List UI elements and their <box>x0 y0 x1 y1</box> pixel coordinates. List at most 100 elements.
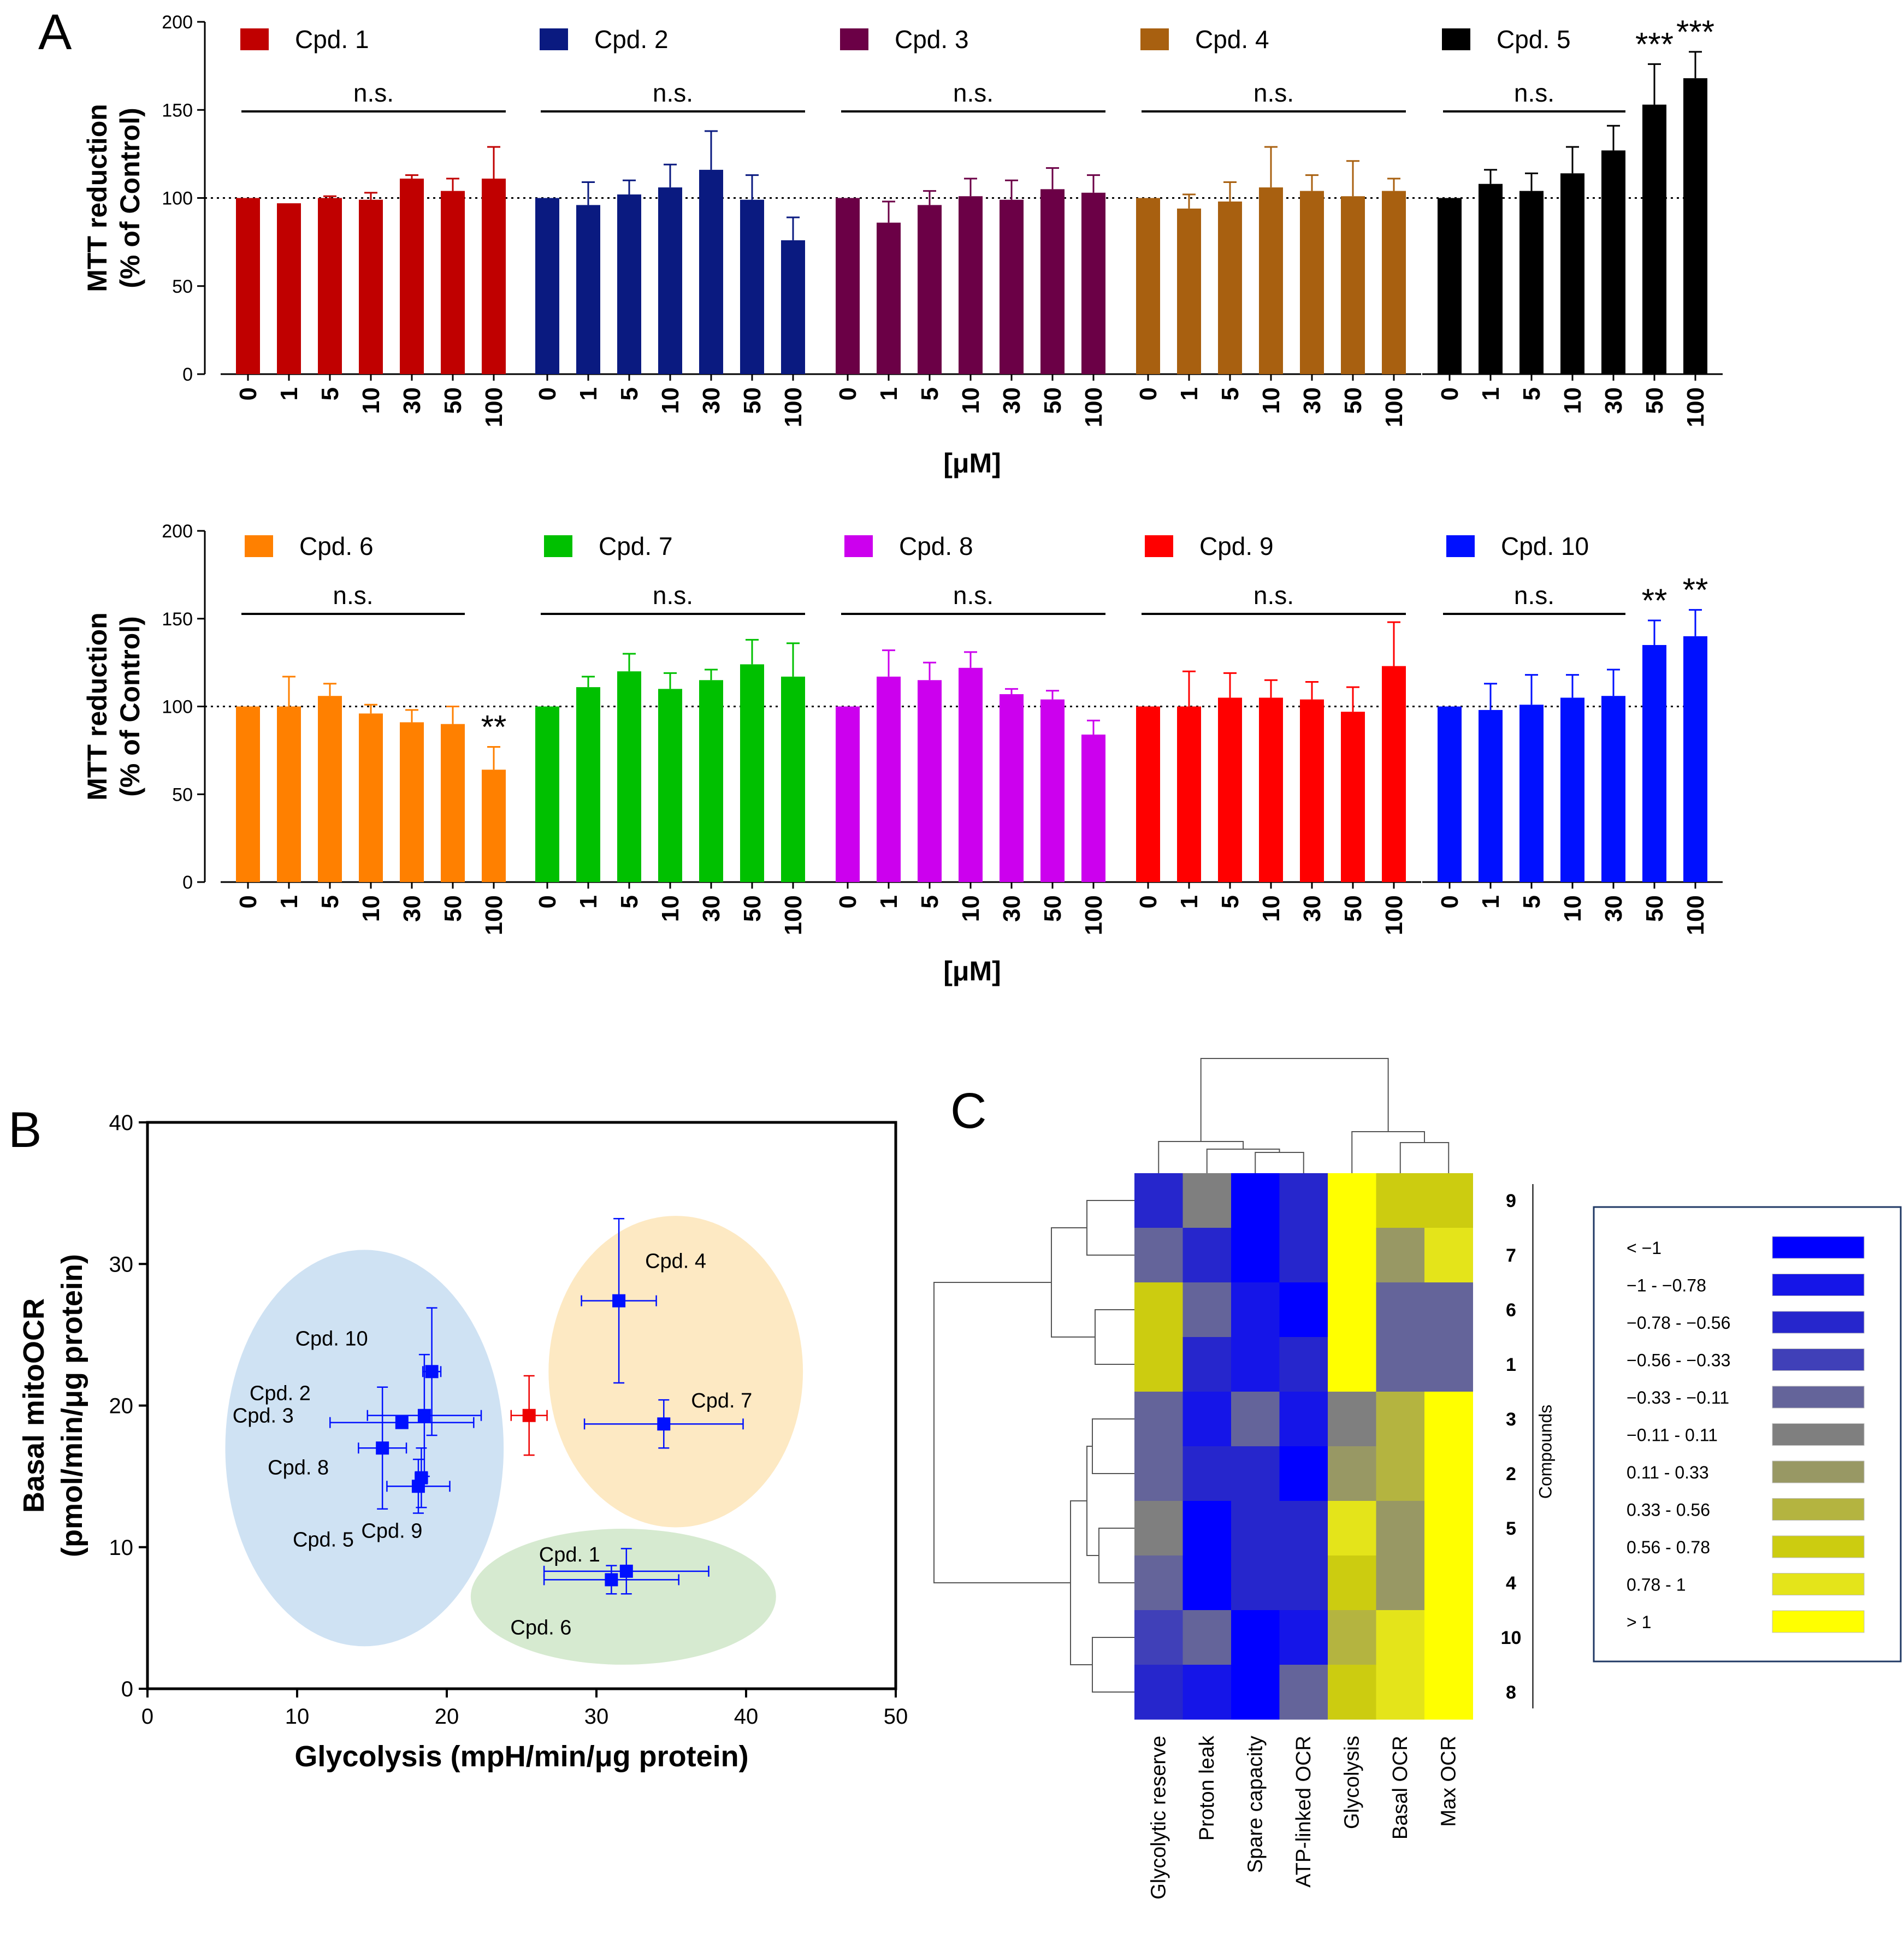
ns-label: n.s. <box>333 581 373 610</box>
legend-swatch <box>240 28 269 50</box>
bar <box>1438 198 1462 374</box>
heatmap-cell <box>1376 1228 1425 1283</box>
x-tick-label: 100 <box>1682 387 1709 427</box>
bar <box>1683 636 1707 882</box>
heatmap-cell <box>1182 1610 1232 1665</box>
row-label: 5 <box>1506 1518 1516 1539</box>
column-label: Spare capacity <box>1244 1736 1267 1873</box>
heatmap-cell <box>1182 1555 1232 1611</box>
heatmap-cell <box>1231 1392 1280 1447</box>
y-tick-label: 10 <box>109 1536 134 1560</box>
column-label: Glycolysis <box>1340 1736 1363 1829</box>
heatmap-cell <box>1376 1665 1425 1720</box>
x-tick-label: 5 <box>317 387 344 400</box>
bar <box>359 713 383 882</box>
bar <box>535 706 559 882</box>
legend-label: 0.11 - 0.33 <box>1627 1463 1709 1482</box>
heatmap-cell <box>1231 1501 1280 1556</box>
bar <box>236 706 260 882</box>
bar <box>441 724 465 882</box>
bar <box>836 706 860 882</box>
x-tick-label: 50 <box>440 387 466 414</box>
heatmap-cell <box>1182 1665 1232 1720</box>
x-tick-label: 20 <box>435 1705 459 1729</box>
heatmap-cell <box>1376 1173 1425 1228</box>
bar <box>576 687 600 882</box>
x-tick-label: 100 <box>481 387 507 427</box>
legend-label: Cpd. 4 <box>1195 25 1269 54</box>
x-tick-label: 0 <box>1135 387 1162 400</box>
x-tick-label: 1 <box>1477 895 1504 908</box>
significance-stars: *** <box>1676 14 1714 50</box>
bar <box>1040 699 1065 882</box>
legend-swatch <box>1772 1610 1865 1633</box>
y-axis-title-line2: (pmol/min/μg protein) <box>56 1254 88 1557</box>
x-tick-label: 0 <box>534 895 561 908</box>
bar <box>535 198 559 374</box>
x-tick-label: 1 <box>876 387 902 400</box>
bar <box>277 203 301 374</box>
point-label: Cpd. 2 <box>250 1382 311 1405</box>
heatmap-cell <box>1376 1282 1425 1338</box>
data-point <box>612 1294 626 1308</box>
dendrogram-branch <box>1351 1131 1425 1173</box>
legend-label: −0.56 - −0.33 <box>1627 1351 1730 1370</box>
bar <box>1000 199 1024 374</box>
legend-swatch <box>844 535 873 557</box>
heatmap-cell <box>1328 1610 1376 1665</box>
point-label: Cpd. 1 <box>539 1543 600 1566</box>
row-label: 1 <box>1506 1354 1516 1375</box>
panel-label-b: B <box>8 1102 42 1158</box>
x-tick-label: 1 <box>575 387 602 400</box>
x-tick-label: 0 <box>835 895 861 908</box>
x-tick-label: 50 <box>739 387 766 414</box>
dendrogram-branch <box>1098 1528 1134 1583</box>
legend-swatch <box>1772 1386 1865 1409</box>
x-tick-label: 5 <box>616 895 643 908</box>
bar <box>1218 697 1242 882</box>
legend-label: Cpd. 7 <box>599 532 673 560</box>
bar <box>1438 706 1462 882</box>
x-tick-label: 5 <box>1217 387 1244 400</box>
heatmap-cell <box>1279 1282 1328 1338</box>
bar <box>318 696 342 882</box>
legend-label: > 1 <box>1627 1612 1651 1632</box>
bar <box>740 199 764 374</box>
heatmap-cell <box>1279 1392 1328 1447</box>
bar <box>1259 187 1283 374</box>
row-label: 2 <box>1506 1464 1516 1484</box>
dendrogram-branch <box>933 1282 1071 1583</box>
y-tick-label: 200 <box>162 521 193 542</box>
y-tick-label: 200 <box>162 12 193 33</box>
ns-label: n.s. <box>353 79 394 107</box>
x-tick-label: 30 <box>1299 895 1326 922</box>
dendrogram-branch <box>1051 1227 1095 1338</box>
bar <box>1601 150 1625 374</box>
point-label: Cpd. 8 <box>268 1456 329 1479</box>
bar <box>877 222 901 374</box>
panel-label-a: A <box>38 4 72 60</box>
x-tick-label: 0 <box>1135 895 1162 908</box>
heatmap-cell <box>1328 1173 1376 1228</box>
bar <box>877 676 901 882</box>
heatmap-cell <box>1279 1665 1328 1720</box>
bar <box>1683 78 1707 374</box>
column-label: Proton leak <box>1196 1735 1219 1841</box>
x-tick-label: 1 <box>876 895 902 908</box>
bar <box>441 191 465 374</box>
point-label: Cpd. 9 <box>361 1520 422 1543</box>
legend-swatch <box>1446 535 1475 557</box>
x-tick-label: 50 <box>440 895 466 922</box>
legend-swatch <box>544 535 572 557</box>
heatmap-cell <box>1328 1337 1376 1392</box>
legend-label: Cpd. 6 <box>299 532 374 560</box>
x-axis-title: [μM] <box>943 448 1001 478</box>
bar <box>1136 198 1160 374</box>
bar <box>1479 184 1503 374</box>
bar <box>658 689 682 882</box>
y-axis-title-line1: Basal mitoOCR <box>17 1298 50 1513</box>
ns-label: n.s. <box>1253 581 1294 610</box>
x-tick-label: 10 <box>1559 387 1586 414</box>
row-label: 6 <box>1506 1300 1516 1321</box>
